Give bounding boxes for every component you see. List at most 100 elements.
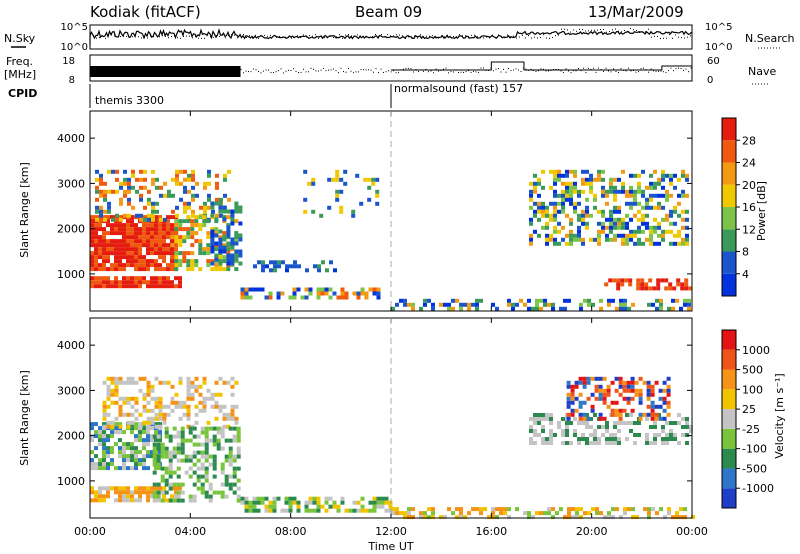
heatmap-cell	[202, 396, 207, 401]
heatmap-cell	[188, 426, 193, 431]
heatmap-cell	[158, 263, 162, 268]
heatmap-cell	[126, 486, 130, 491]
heatmap-cell	[143, 177, 147, 182]
heatmap-cell	[555, 511, 559, 516]
heatmap-cell	[156, 490, 161, 495]
freq-dot	[630, 70, 632, 72]
heatmap-cell	[633, 189, 637, 194]
heatmap-cell	[138, 284, 142, 289]
heatmap-cell	[170, 251, 174, 256]
heatmap-cell	[539, 511, 543, 516]
heatmap-cell	[154, 486, 158, 491]
heatmap-cell	[565, 241, 569, 246]
heatmap-cell	[94, 462, 98, 467]
heatmap-cell	[224, 478, 229, 483]
heatmap-cell	[206, 247, 211, 252]
heatmap-cell	[621, 221, 625, 226]
heatmap-cell	[102, 422, 106, 427]
heatmap-cell	[158, 280, 162, 285]
heatmap-cell	[146, 420, 151, 425]
nsearch-dot	[687, 36, 688, 38]
heatmap-cell	[597, 229, 601, 234]
heatmap-cell	[654, 416, 659, 421]
heatmap-cell	[134, 416, 139, 421]
heatmap-cell	[166, 498, 170, 503]
heatmap-cell	[427, 515, 431, 520]
heatmap-cell	[146, 450, 150, 455]
heatmap-cell	[657, 193, 661, 198]
heatmap-cell	[650, 404, 655, 409]
heatmap-cell	[629, 205, 633, 210]
heatmap-cell	[664, 286, 669, 291]
freq-dot	[423, 70, 424, 72]
heatmap-cell	[170, 239, 174, 244]
heatmap-cell	[574, 408, 579, 413]
heatmap-cell	[110, 458, 114, 463]
heatmap-cell	[210, 229, 215, 234]
heatmap-cell	[102, 400, 107, 405]
heatmap-cell	[662, 400, 667, 405]
heatmap-cell	[166, 227, 170, 232]
colorbar-tick-label: -100	[742, 443, 767, 456]
heatmap-cell	[110, 446, 114, 451]
heatmap-cell	[545, 205, 549, 210]
heatmap-cell	[170, 215, 174, 220]
heatmap-cell	[661, 185, 665, 190]
heatmap-cell	[118, 231, 122, 236]
heatmap-cell	[529, 221, 533, 226]
freq-dot	[428, 71, 429, 73]
freq-dot	[300, 72, 302, 74]
heatmap-cell	[204, 454, 209, 459]
freq-dot	[590, 68, 592, 70]
heatmap-cell	[146, 466, 150, 471]
heatmap-cell	[574, 380, 579, 385]
heatmap-cell	[170, 267, 174, 272]
heatmap-cell	[147, 197, 151, 202]
heatmap-cell	[106, 392, 111, 397]
heatmap-cell	[573, 201, 577, 206]
heatmap-cell	[666, 384, 671, 389]
heatmap-cell	[541, 441, 545, 445]
heatmap-cell	[114, 263, 118, 268]
heatmap-cell	[212, 434, 217, 439]
heatmap-cell	[102, 255, 106, 260]
freq-dot	[680, 68, 682, 70]
freq-dot	[433, 72, 434, 74]
heatmap-cell	[395, 302, 399, 307]
heatmap-cell	[652, 286, 657, 291]
heatmap-cell	[222, 215, 227, 220]
heatmap-cell	[653, 433, 657, 437]
heatmap-cell	[384, 496, 389, 501]
freq-dot	[658, 70, 659, 72]
heatmap-cell	[597, 221, 601, 226]
nsearch-dot	[219, 35, 220, 37]
heatmap-cell	[110, 450, 114, 455]
heatmap-cell	[527, 511, 531, 516]
heatmap-cell	[180, 446, 185, 451]
heatmap-cell	[626, 396, 631, 401]
heatmap-cell	[98, 426, 102, 431]
heatmap-cell	[625, 189, 629, 194]
heatmap-cell	[533, 229, 537, 234]
nsearch-dot	[690, 35, 691, 37]
heatmap-cell	[142, 227, 146, 232]
heatmap-cell	[681, 433, 685, 437]
heatmap-cell	[587, 302, 591, 307]
heatmap-cell	[162, 486, 166, 491]
heatmap-cell	[537, 413, 541, 417]
heatmap-cell	[601, 225, 605, 230]
heatmap-cell	[273, 268, 277, 273]
freq-dot	[445, 67, 447, 69]
heatmap-cell	[537, 177, 541, 182]
heatmap-cell	[579, 507, 583, 512]
freq-dot	[295, 70, 297, 72]
heatmap-cell	[557, 193, 561, 198]
heatmap-cell	[637, 189, 641, 194]
nsearch-dot	[468, 37, 469, 39]
heatmap-cell	[625, 221, 629, 226]
heatmap-cell	[567, 511, 571, 516]
heatmap-cell	[158, 231, 162, 236]
heatmap-cell	[179, 197, 183, 202]
heatmap-cell	[578, 400, 583, 405]
heatmap-cell	[284, 496, 289, 501]
